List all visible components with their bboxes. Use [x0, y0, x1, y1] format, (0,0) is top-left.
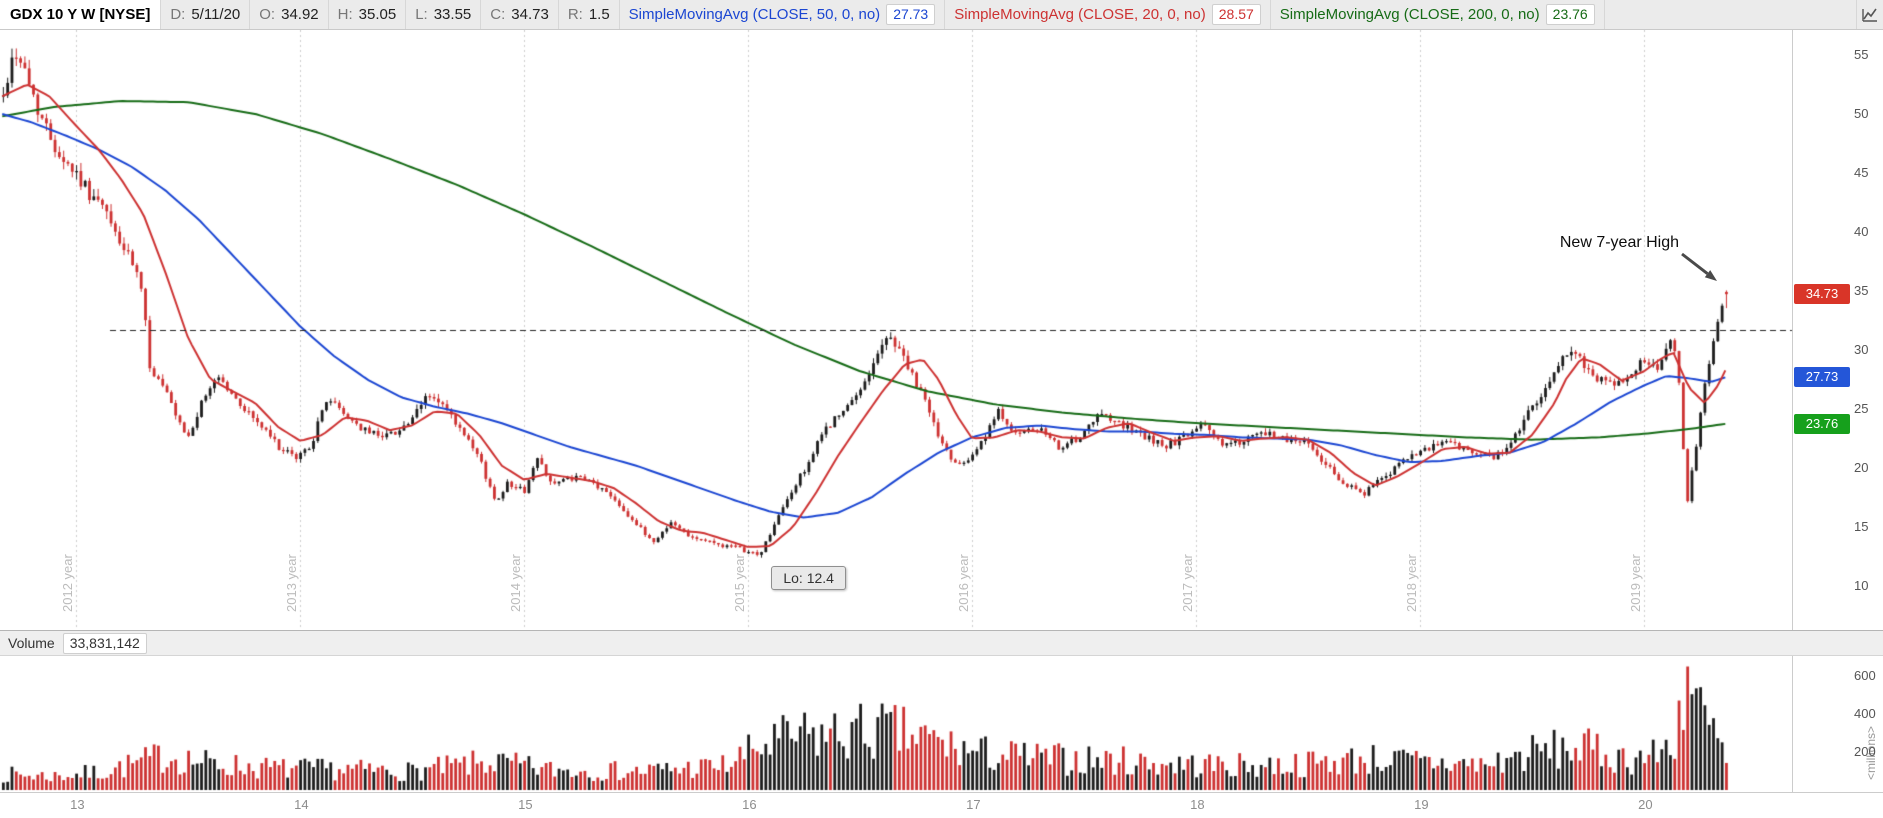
line-chart-icon[interactable]	[1856, 0, 1883, 29]
quote-field-high: H: 35.05	[329, 0, 407, 29]
time-axis-label: 17	[966, 797, 981, 812]
field-value: 34.92	[281, 6, 319, 23]
quote-field-low: L: 33.55	[406, 0, 482, 29]
time-axis-label: 13	[70, 797, 85, 812]
sma50-badge: 27.73	[1794, 366, 1850, 387]
sma200-badge: 23.76	[1794, 413, 1850, 434]
quote-field-open: O: 34.92	[250, 0, 329, 29]
time-axis-label: 16	[742, 797, 757, 812]
volume-value: 33,831,142	[62, 632, 147, 654]
price-tick: 35	[1854, 283, 1869, 298]
price-tick: 25	[1854, 401, 1869, 416]
time-axis-divider	[0, 792, 1883, 793]
volume-tick: 200	[1854, 744, 1876, 759]
time-axis-label: 19	[1414, 797, 1429, 812]
volume-tick: 600	[1854, 668, 1876, 683]
study-sma200[interactable]: SimpleMovingAvg (CLOSE, 200, 0, no) 23.7…	[1271, 0, 1605, 29]
study-value: 28.57	[1211, 4, 1261, 25]
time-axis-label: 15	[518, 797, 533, 812]
price-tick: 10	[1854, 578, 1869, 593]
field-key: R:	[567, 6, 583, 23]
study-sma50[interactable]: SimpleMovingAvg (CLOSE, 50, 0, no) 27.73	[620, 0, 946, 29]
field-key: L:	[415, 6, 428, 23]
field-key: D:	[170, 6, 186, 23]
volume-label: Volume	[8, 635, 55, 651]
time-axis-label: 18	[1190, 797, 1205, 812]
time-axis-label: 20	[1638, 797, 1653, 812]
study-value: 27.73	[886, 4, 936, 25]
field-value: 35.05	[358, 6, 397, 23]
volume-strip: Volume 33,831,142	[0, 630, 1883, 656]
low-price-tooltip: Lo: 12.4	[771, 565, 846, 590]
study-label: SimpleMovingAvg (CLOSE, 20, 0, no)	[954, 6, 1206, 23]
study-sma20[interactable]: SimpleMovingAvg (CLOSE, 20, 0, no) 28.57	[945, 0, 1271, 29]
price-tick: 45	[1854, 165, 1869, 180]
price-tick: 15	[1854, 519, 1869, 534]
symbol-label[interactable]: GDX 10 Y W [NYSE]	[0, 0, 162, 29]
study-label: SimpleMovingAvg (CLOSE, 200, 0, no)	[1279, 6, 1540, 23]
field-value: 5/11/20	[191, 6, 241, 23]
time-axis-label: 14	[294, 797, 309, 812]
field-key: C:	[490, 6, 506, 23]
study-label: SimpleMovingAvg (CLOSE, 50, 0, no)	[628, 6, 881, 23]
quote-field-close: C: 34.73	[481, 0, 559, 29]
price-tick: 40	[1854, 224, 1869, 239]
field-value: 34.73	[511, 6, 549, 23]
volume-tick: 400	[1854, 706, 1876, 721]
field-key: O:	[259, 6, 276, 23]
study-value: 23.76	[1545, 4, 1595, 25]
price-tick: 20	[1854, 460, 1869, 475]
field-value: 33.55	[433, 6, 472, 23]
price-tick: 30	[1854, 342, 1869, 357]
symbol-text: GDX 10 Y W [NYSE]	[10, 6, 151, 23]
new-high-annotation: New 7-year High	[1559, 234, 1680, 252]
annotation-arrow-icon	[1681, 253, 1718, 282]
last-price-badge: 34.73	[1794, 284, 1850, 305]
field-value: 1.5	[588, 6, 610, 23]
price-tick: 55	[1854, 47, 1869, 62]
field-key: H:	[337, 6, 353, 23]
quote-field-date: D: 5/11/20	[161, 0, 251, 29]
chart-header: GDX 10 Y W [NYSE] D: 5/11/20 O: 34.92 H:…	[0, 0, 1883, 30]
quote-field-range: R: 1.5	[559, 0, 620, 29]
price-tick: 50	[1854, 106, 1869, 121]
